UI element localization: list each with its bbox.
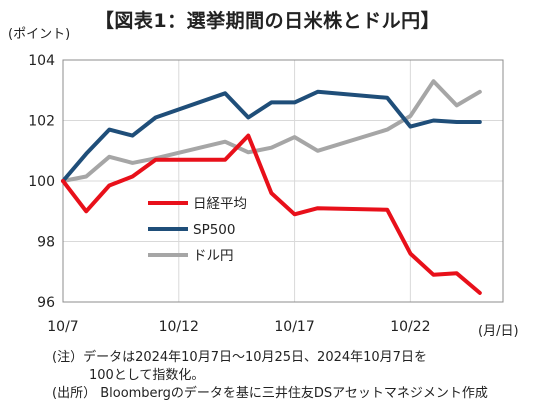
gridlines (62, 59, 503, 303)
x-axis-unit-label: (月/日) (478, 324, 519, 339)
y-tick-label-96: 96 (37, 295, 55, 311)
x-tick-label-10: 10/17 (274, 319, 314, 335)
y-tick-label-104: 104 (28, 53, 55, 69)
legend-label-0: 日経平均 (193, 196, 247, 212)
x-tick-label-0: 10/7 (47, 319, 78, 335)
legend-label-1: SP500 (193, 222, 235, 238)
legend-label-2: ドル円 (193, 248, 234, 264)
y-axis-unit-label: (ポイント) (8, 27, 70, 42)
chart-title: 【図表1：選挙期間の日米株とドル円】 (94, 10, 441, 32)
source-line: (出所） Bloombergのデータを基に三井住友DSアセットマネジメント作成 (52, 386, 488, 401)
y-tick-label-100: 100 (28, 174, 55, 190)
line-chart: (ポイント) 96 98 100 102 104 10/7 10/12 10/17 10/22… (8, 27, 519, 339)
x-tick-label-15: 10/22 (390, 319, 430, 335)
footnotes: (注）データは2024年10月7日～10月25日、2024年10月7日を 100… (52, 349, 488, 403)
series-line-2 (61, 79, 482, 183)
series-line-1 (61, 89, 482, 183)
note-line-1: (注）データは2024年10月7日～10月25日、2024年10月7日を (52, 350, 427, 365)
series-lines (61, 79, 482, 295)
series-line-0 (61, 133, 482, 295)
x-tick-label-5: 10/12 (159, 319, 199, 335)
note-line-2: 100として指数化。 (89, 368, 205, 383)
legend: 日経平均 SP500 ドル円 (148, 196, 247, 264)
y-tick-label-102: 102 (28, 114, 55, 130)
y-tick-label-98: 98 (37, 235, 55, 251)
y-axis-ticks: 96 98 100 102 104 (28, 53, 55, 311)
x-axis-ticks: 10/7 10/12 10/17 10/22 (47, 319, 430, 335)
